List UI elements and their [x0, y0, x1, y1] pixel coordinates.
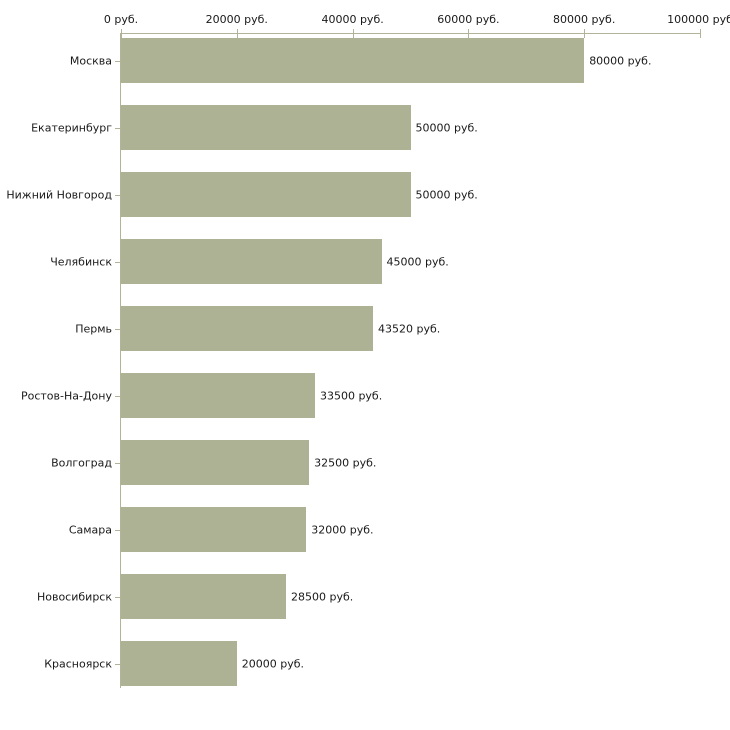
value-axis-line — [121, 33, 700, 34]
bar[interactable] — [121, 38, 585, 83]
category-axis-tick — [115, 127, 121, 129]
category-axis-tick — [115, 395, 121, 397]
value-axis-tick-label: 100000 руб — [667, 13, 730, 26]
bar[interactable] — [121, 105, 411, 150]
bar-value-label: 33500 руб. — [319, 389, 383, 402]
category-label: Пермь — [75, 322, 112, 335]
bar-value-label: 32000 руб. — [311, 523, 374, 536]
bar[interactable] — [121, 641, 237, 686]
category-axis-tick — [115, 261, 121, 263]
value-axis-tick — [352, 29, 354, 38]
category-axis-line — [120, 33, 121, 688]
category-label: Ростов-На-Дону — [20, 389, 112, 402]
value-axis-tick-label: 60000 руб. — [437, 13, 500, 26]
value-axis-tick — [468, 29, 470, 38]
bar[interactable] — [121, 574, 286, 619]
category-label: Самара — [68, 523, 112, 536]
bar-value-label: 20000 руб. — [241, 657, 305, 670]
bar-value-label: 32500 руб. — [314, 456, 377, 469]
bar[interactable] — [121, 172, 411, 217]
bar[interactable] — [121, 507, 307, 552]
bar-value-label: 80000 руб. — [589, 54, 652, 67]
bar-value-label: 43520 руб. — [377, 322, 441, 335]
value-axis-tick-label: 40000 руб. — [321, 13, 384, 26]
category-label: Красноярск — [44, 657, 112, 670]
category-axis-tick — [115, 60, 121, 62]
category-axis-tick — [115, 462, 121, 464]
value-axis-tick-label: 0 руб. — [103, 13, 139, 26]
bar[interactable] — [121, 373, 315, 418]
category-axis-tick — [115, 328, 121, 330]
category-label: Москва — [69, 54, 112, 67]
value-axis-tick — [584, 29, 586, 38]
bar-value-label: 28500 руб. — [291, 590, 354, 603]
bar-value-label: 45000 руб. — [386, 255, 449, 268]
bar-value-label: 50000 руб. — [415, 121, 478, 134]
category-axis-tick — [115, 663, 121, 665]
category-axis-tick — [115, 194, 121, 196]
bar[interactable] — [121, 306, 373, 351]
value-axis-tick-label: 80000 руб. — [553, 13, 616, 26]
bar[interactable] — [121, 440, 310, 485]
category-label: Новосибирск — [36, 590, 112, 603]
value-axis-tick-label: 20000 руб. — [205, 13, 268, 26]
category-label: Нижний Новгород — [6, 188, 112, 201]
value-axis-tick — [236, 29, 238, 38]
bar[interactable] — [121, 239, 382, 284]
category-label: Волгоград — [51, 456, 112, 469]
bar-value-label: 50000 руб. — [415, 188, 478, 201]
category-label: Екатеринбург — [31, 121, 112, 134]
value-axis-tick — [700, 29, 701, 38]
category-axis-tick — [115, 529, 121, 531]
category-label: Челябинск — [50, 255, 112, 268]
category-axis-tick — [115, 596, 121, 598]
value-axis-tick — [121, 29, 122, 38]
